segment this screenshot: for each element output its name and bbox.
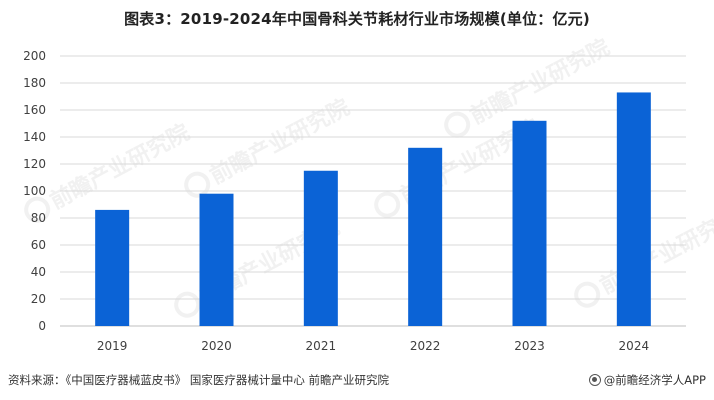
- y-axis-ticks: 0 20 40 60 80 100 120 140 160 180 200: [23, 49, 46, 333]
- x-tick-label: 2023: [514, 339, 545, 353]
- chart-title: 图表3：2019-2024年中国骨科关节耗材行业市场规模(单位：亿元): [124, 10, 590, 28]
- y-tick-label: 40: [31, 265, 46, 279]
- watermark-text: 前瞻产业研究院: [46, 119, 194, 214]
- qianzhan-logo-icon: [444, 111, 471, 138]
- qianzhan-logo-icon: [574, 281, 601, 308]
- y-tick-label: 20: [31, 292, 46, 306]
- watermark-text: 前瞻产业研究院: [596, 204, 714, 299]
- qianzhan-logo-icon: [24, 196, 51, 223]
- y-tick-label: 180: [23, 76, 46, 90]
- bar-2021: [303, 170, 338, 326]
- x-axis-ticks: 2019 2020 2021 2022 2023 2024: [97, 339, 649, 353]
- y-tick-label: 140: [23, 130, 46, 144]
- grid-lines: [60, 55, 686, 327]
- watermark-text: 前瞻产业研究院: [466, 34, 614, 129]
- bar-2019: [95, 209, 130, 326]
- bar-2020: [199, 193, 234, 326]
- brand-credit-text: @前瞻经济学人APP: [603, 373, 706, 387]
- x-tick-label: 2022: [410, 339, 441, 353]
- y-tick-label: 0: [38, 319, 46, 333]
- y-tick-label: 120: [23, 157, 46, 171]
- y-tick-label: 60: [31, 238, 46, 252]
- y-tick-label: 80: [31, 211, 46, 225]
- source-note: 资料来源：《中国医疗器械蓝皮书》 国家医疗器械计量中心 前瞻产业研究院: [8, 373, 390, 387]
- brand-credit: @前瞻经济学人APP: [588, 372, 706, 388]
- x-tick-label: 2019: [97, 339, 128, 353]
- x-tick-label: 2020: [201, 339, 232, 353]
- qianzhan-logo-icon: [374, 191, 401, 218]
- y-tick-label: 200: [23, 49, 46, 63]
- bar-2024: [616, 92, 651, 326]
- qianzhan-logo-icon: [174, 291, 201, 318]
- x-tick-label: 2021: [306, 339, 337, 353]
- y-tick-label: 160: [23, 103, 46, 117]
- bar-2022: [408, 147, 443, 326]
- brand-logo-icon: [588, 374, 601, 386]
- y-tick-label: 100: [23, 184, 46, 198]
- x-tick-label: 2024: [619, 339, 650, 353]
- bar-2023: [512, 120, 547, 326]
- bars: [95, 92, 651, 326]
